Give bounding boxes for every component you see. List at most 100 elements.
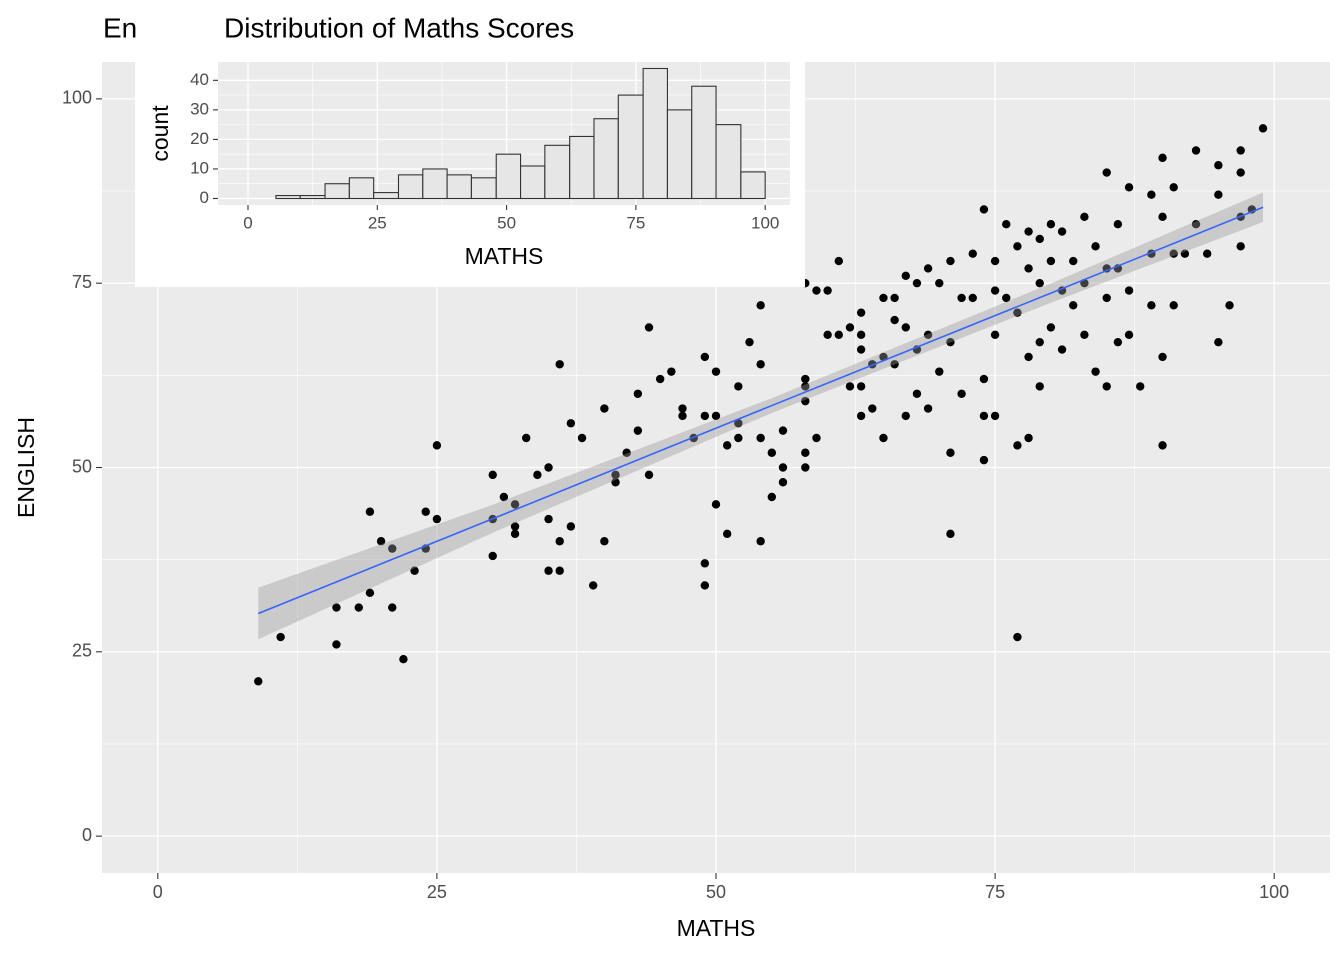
point (979, 205, 989, 214)
point (1169, 183, 1178, 192)
point (432, 441, 442, 450)
point (901, 323, 910, 332)
point (566, 419, 576, 428)
point (734, 433, 743, 443)
point (812, 286, 821, 295)
point (856, 308, 866, 317)
bar (373, 192, 400, 200)
point (678, 404, 687, 413)
point (1002, 220, 1011, 229)
point (778, 478, 788, 487)
y-tick-label: 0 (200, 188, 209, 207)
point (756, 360, 765, 369)
x-tick-label: 50 (706, 882, 726, 902)
point (801, 463, 810, 472)
point (678, 411, 687, 421)
point (957, 389, 966, 398)
point (1236, 146, 1245, 155)
bar (617, 94, 644, 200)
chart-title: En (103, 12, 137, 43)
point (566, 522, 576, 531)
y-tick-label: 100 (62, 88, 92, 108)
point (1203, 249, 1212, 258)
point (834, 330, 843, 339)
point (1158, 153, 1167, 163)
point (722, 529, 732, 539)
point (555, 566, 564, 575)
point (544, 566, 553, 575)
point (611, 478, 620, 487)
point (890, 360, 899, 369)
point (544, 514, 553, 524)
point (734, 419, 743, 428)
point (711, 367, 721, 376)
x-tick-label: 25 (368, 213, 387, 232)
point (1124, 183, 1134, 192)
point (823, 330, 832, 339)
x-tick-label: 50 (497, 213, 516, 232)
point (488, 470, 497, 480)
x-tick-label: 75 (626, 213, 645, 232)
point (856, 382, 866, 391)
point (1080, 330, 1089, 339)
point (1046, 256, 1056, 266)
y-axis-title: count (147, 105, 173, 162)
bar (715, 124, 742, 200)
point (946, 337, 955, 347)
y-tick-label: 50 (72, 456, 92, 476)
point (957, 293, 966, 303)
point (1113, 337, 1123, 347)
bar (495, 153, 522, 200)
point (1102, 168, 1111, 177)
point (801, 382, 810, 391)
inset-title: Distribution of Maths Scores (224, 12, 574, 43)
point (868, 404, 877, 413)
bar (470, 177, 497, 200)
point (935, 367, 944, 376)
bar (519, 165, 546, 200)
point (946, 448, 955, 457)
point (968, 293, 977, 303)
point (901, 411, 910, 421)
x-axis-title: MATHS (465, 243, 544, 269)
point (332, 640, 341, 649)
point (1091, 242, 1100, 251)
bar (593, 118, 619, 200)
point (365, 588, 375, 598)
bar (691, 85, 717, 200)
bar (397, 174, 424, 200)
point (1113, 220, 1123, 229)
point (1057, 227, 1067, 236)
point (644, 323, 654, 332)
y-tick-label: 0 (82, 825, 92, 845)
point (890, 315, 899, 325)
point (432, 514, 442, 524)
point (979, 411, 989, 421)
point (756, 537, 765, 546)
point (600, 537, 609, 546)
point (633, 389, 643, 398)
point (700, 411, 710, 421)
bar (422, 168, 448, 200)
bar (544, 144, 571, 200)
point (856, 345, 866, 354)
point (1057, 345, 1067, 354)
point (1169, 249, 1178, 258)
bar (299, 194, 326, 200)
point (1024, 433, 1033, 443)
point (533, 470, 542, 480)
point (365, 507, 375, 516)
point (711, 411, 721, 421)
point (901, 271, 910, 281)
point (1158, 441, 1167, 450)
point (1035, 234, 1044, 244)
point (510, 522, 520, 531)
point (856, 411, 866, 421)
point (1191, 220, 1201, 229)
point (1046, 323, 1056, 332)
point (722, 441, 732, 450)
point (990, 256, 1000, 266)
bar (324, 183, 350, 200)
point (890, 293, 899, 303)
